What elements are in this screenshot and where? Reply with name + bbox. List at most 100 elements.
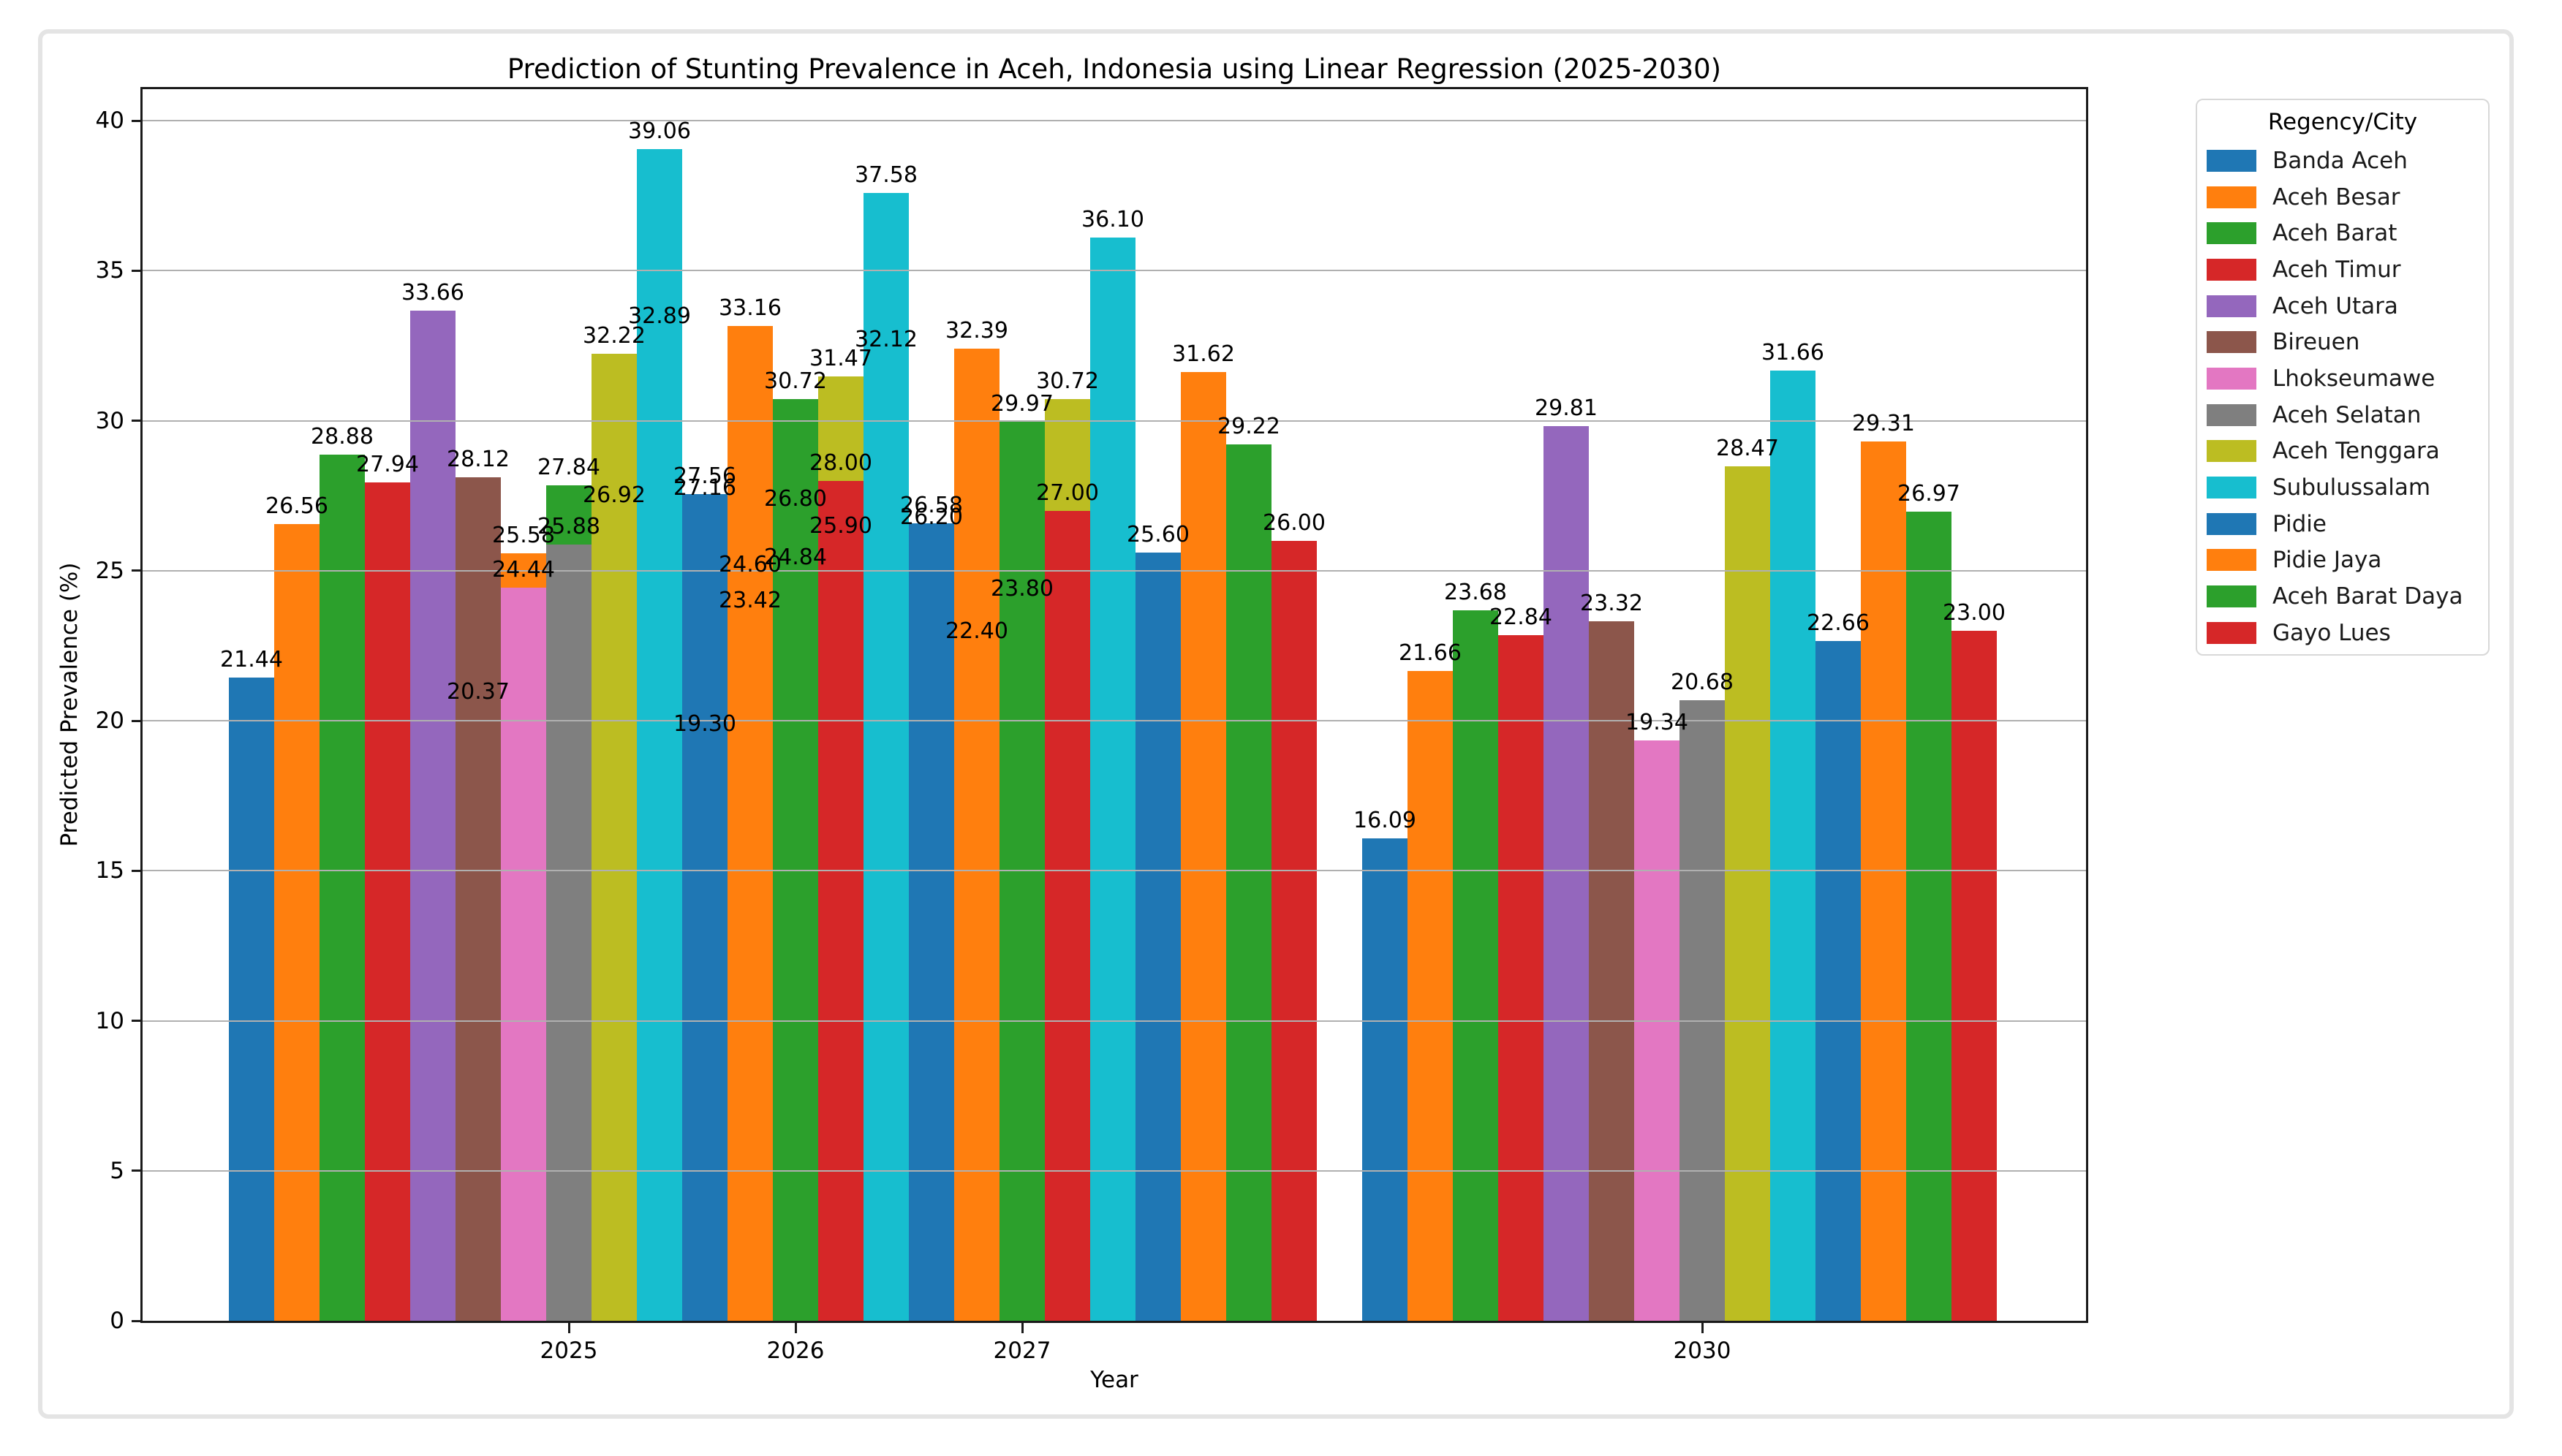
bar-value-label-aceh-besar-2026: 25.58 — [492, 523, 555, 548]
bar-pidie-jaya-2030 — [1861, 441, 1906, 1321]
bar-banda-aceh-2025 — [229, 677, 274, 1321]
legend-label-lhokseumawe: Lhokseumawe — [2272, 365, 2436, 392]
bar-aceh-tenggara-2025 — [592, 354, 637, 1321]
legend-swatch-lhokseumawe — [2207, 367, 2256, 390]
bar-value-label-aceh-barat-daya-2030: 26.97 — [1897, 480, 1960, 507]
y-tick-mark-15 — [132, 869, 143, 872]
y-tick-mark-30 — [132, 420, 143, 422]
bar-value-label-aceh-tenggara-2026: 31.47 — [809, 346, 872, 372]
bar-value-label-aceh-tenggara-2027: 30.72 — [1036, 368, 1099, 395]
bar-aceh-selatan-2030 — [1679, 700, 1725, 1321]
bar-pidie-jaya-2025 — [728, 325, 773, 1321]
y-tick-label-0: 0 — [110, 1308, 124, 1334]
legend-title: Regency/City — [2267, 109, 2418, 135]
bar-pidie-2026 — [909, 523, 954, 1321]
bar-value-label-pidie-jaya-2030: 29.31 — [1852, 410, 1915, 436]
y-tick-mark-40 — [132, 119, 143, 122]
bar-value-label-banda-aceh-2025: 21.44 — [220, 646, 283, 672]
bar-aceh-utara-2030 — [1543, 426, 1589, 1321]
bar-subulussalam-2030 — [1770, 371, 1815, 1321]
bar-value-label-aceh-tenggara-2025: 32.22 — [583, 323, 646, 349]
bar-value-label-aceh-barat-daya-2025: 30.72 — [764, 368, 827, 395]
legend-item-subulussalam: Subulussalam — [2197, 469, 2488, 506]
gridline-y-30 — [143, 420, 2086, 422]
x-tick-label-2025: 2025 — [540, 1338, 598, 1364]
bar-value-label-aceh-barat-2027: 26.80 — [764, 485, 827, 512]
bar-aceh-timur-2025 — [365, 482, 410, 1321]
bar-value-label-banda-aceh-2026: 20.37 — [447, 678, 510, 705]
x-tick-label-2026: 2026 — [766, 1338, 825, 1364]
x-tick-mark-2025 — [567, 1323, 570, 1333]
x-tick-mark-2027 — [1021, 1323, 1024, 1333]
bar-value-label-subulussalam-2026: 37.58 — [855, 162, 918, 189]
y-tick-label-25: 25 — [95, 557, 124, 584]
bar-value-label-aceh-utara-2026: 32.89 — [628, 303, 691, 329]
bar-value-label-aceh-selatan-2027: 23.80 — [991, 576, 1054, 602]
legend-label-banda-aceh: Banda Aceh — [2272, 147, 2408, 174]
bar-pidie-2030 — [1815, 640, 1861, 1321]
y-tick-label-30: 30 — [95, 407, 124, 434]
y-tick-mark-25 — [132, 569, 143, 572]
bar-value-label-banda-aceh-2030: 16.09 — [1353, 807, 1416, 833]
legend-swatch-pidie-jaya — [2207, 549, 2256, 572]
bar-value-label-pidie-jaya-2025: 33.16 — [719, 295, 782, 321]
legend-swatch-aceh-barat-daya — [2207, 585, 2256, 608]
bar-value-label-bireuen-2025: 28.12 — [447, 446, 510, 472]
legend-label-aceh-barat-daya: Aceh Barat Daya — [2272, 583, 2463, 610]
x-axis-label: Year — [1090, 1367, 1138, 1393]
legend-swatch-aceh-barat — [2207, 222, 2256, 245]
bar-value-label-banda-aceh-2027: 19.30 — [673, 710, 736, 737]
gridline-y-15 — [143, 870, 2086, 872]
y-tick-mark-0 — [132, 1319, 143, 1322]
bar-gayo-lues-2027 — [1271, 540, 1317, 1321]
legend-swatch-aceh-utara — [2207, 295, 2256, 317]
bar-value-label-aceh-barat-2025: 28.88 — [311, 423, 374, 450]
bar-value-label-aceh-timur-2026: 26.92 — [583, 482, 646, 508]
plot-clip: 21.44 20.37 19.30 16.09 26.56 25.58 24.60 21.66… — [143, 89, 2086, 1321]
gridline-y-20 — [143, 720, 2086, 722]
y-tick-mark-5 — [132, 1169, 143, 1172]
x-tick-label-2030: 2030 — [1673, 1338, 1731, 1364]
bar-gayo-lues-2025 — [818, 480, 864, 1321]
legend-item-banda-aceh: Banda Aceh — [2197, 143, 2488, 179]
legend-label-pidie-jaya: Pidie Jaya — [2272, 547, 2382, 574]
bar-bireuen-2030 — [1589, 621, 1634, 1321]
legend: Regency/City Banda Aceh Aceh Besar Aceh Ba… — [2196, 99, 2490, 656]
x-tick-mark-2026 — [794, 1323, 797, 1333]
bar-gayo-lues-2030 — [1951, 630, 1997, 1321]
chart-title: Prediction of Stunting Prevalence in Ace… — [507, 53, 1722, 85]
legend-swatch-subulussalam — [2207, 477, 2256, 499]
bar-pidie-jaya-2026 — [954, 349, 1000, 1321]
bar-value-label-gayo-lues-2025: 28.00 — [809, 450, 872, 476]
legend-swatch-gayo-lues — [2207, 621, 2256, 644]
bar-lhokseumawe-2025 — [501, 587, 546, 1321]
bar-aceh-tenggara-2030 — [1725, 466, 1770, 1321]
bar-aceh-besar-2025 — [274, 523, 320, 1321]
bar-value-label-aceh-selatan-2025: 25.88 — [537, 513, 600, 539]
bar-value-label-pidie-jaya-2027: 31.62 — [1172, 341, 1235, 368]
bar-value-label-bireuen-2030: 23.32 — [1580, 590, 1643, 616]
legend-label-pidie: Pidie — [2272, 510, 2327, 537]
bar-value-label-gayo-lues-2027: 26.00 — [1263, 509, 1326, 536]
bar-value-label-aceh-timur-2027: 25.90 — [809, 512, 872, 539]
bar-value-label-gayo-lues-2026: 27.00 — [1036, 479, 1099, 506]
bar-value-label-pidie-2027: 25.60 — [1127, 522, 1190, 548]
bar-value-label-aceh-utara-2030: 29.81 — [1535, 395, 1598, 422]
bar-banda-aceh-2030 — [1362, 838, 1407, 1321]
legend-label-aceh-timur: Aceh Timur — [2272, 256, 2401, 283]
y-tick-mark-35 — [132, 269, 143, 272]
bar-value-label-lhokseumawe-2027: 22.40 — [945, 618, 1008, 644]
bar-value-label-bireuen-2026: 27.16 — [673, 475, 736, 501]
bar-value-label-aceh-tenggara-2030: 28.47 — [1716, 436, 1779, 462]
legend-swatch-pidie — [2207, 512, 2256, 535]
legend-item-aceh-besar: Aceh Besar — [2197, 179, 2488, 216]
y-tick-label-10: 10 — [95, 1007, 124, 1034]
bar-value-label-aceh-barat-daya-2027: 29.22 — [1217, 413, 1280, 439]
bar-value-label-aceh-selatan-2030: 20.68 — [1671, 670, 1734, 696]
bar-value-label-subulussalam-2030: 31.66 — [1761, 340, 1824, 366]
legend-label-aceh-utara: Aceh Utara — [2272, 292, 2398, 319]
bar-value-label-lhokseumawe-2030: 19.34 — [1625, 710, 1688, 736]
y-tick-label-15: 15 — [95, 857, 124, 884]
legend-item-aceh-barat: Aceh Barat — [2197, 215, 2488, 251]
bar-aceh-utara-2025 — [410, 311, 456, 1321]
